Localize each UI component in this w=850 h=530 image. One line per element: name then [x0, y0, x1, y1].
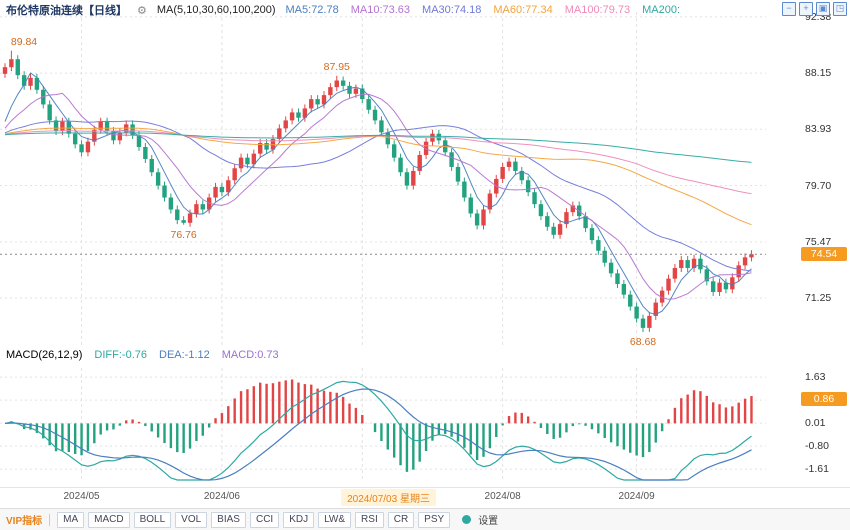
- price-annotation: 87.95: [323, 60, 350, 73]
- macd-diff-value: DIFF:-0.76: [94, 349, 147, 361]
- chart-title: 布伦特原油连续【日线】: [6, 5, 127, 17]
- ma-legend-item: MA5:72.78: [285, 4, 339, 16]
- toolbar-indicator-kdj[interactable]: KDJ: [283, 511, 315, 528]
- toolbar-indicator-macd[interactable]: MACD: [88, 511, 130, 528]
- toolbar-indicator-bias[interactable]: BIAS: [211, 511, 246, 528]
- macd-axis-label: -1.61: [805, 463, 829, 476]
- ma-legend-item: MA10:73.63: [350, 4, 411, 16]
- ma200-line: [4, 132, 752, 163]
- toolbar-indicator-cr[interactable]: CR: [387, 511, 415, 528]
- ma100-line: [4, 130, 752, 195]
- toolbar-divider: [49, 513, 51, 526]
- window-controls: − + ▣ ◳: [782, 2, 847, 16]
- macd-axis-label: -0.80: [805, 440, 829, 453]
- ma-legend-item: MA60:77.34: [493, 4, 553, 16]
- x-axis-label: 2024/09: [618, 491, 655, 502]
- toolbar-indicator-vol[interactable]: VOL: [175, 511, 208, 528]
- diff-line: [4, 380, 752, 481]
- ma-legend-item: MA200:: [642, 4, 681, 16]
- ma-legend-item: MA30:74.18: [422, 4, 482, 16]
- candles-layer: [2, 50, 754, 333]
- indicator-toolbar: VIP指标 MA MACD BOLL VOL BIAS CCI KDJ LW& RSI CR PSY 设…: [0, 508, 850, 530]
- header-bar: 布伦特原油连续【日线】 ⚙ MA(5,10,30,60,100,200) MA5…: [0, 0, 680, 20]
- dea-line: [4, 388, 752, 481]
- toolbar-indicator-rsi[interactable]: RSI: [355, 511, 384, 528]
- grid-layer: [0, 12, 766, 480]
- zoom-out-icon[interactable]: −: [782, 2, 796, 16]
- macd-macd-value: MACD:0.73: [221, 349, 279, 361]
- green-dot-icon: [462, 515, 472, 524]
- toolbar-indicator-psy[interactable]: PSY: [418, 511, 451, 528]
- toolbar-indicator-lw[interactable]: LW&: [318, 511, 352, 528]
- macd-dea-value: DEA:-1.12: [159, 349, 210, 361]
- vip-indicator-button[interactable]: VIP指标: [6, 516, 43, 527]
- macd-header: MACD(26,12,9) DIFF:-0.76 DEA:-1.12 MACD:…: [6, 349, 279, 361]
- gear-icon[interactable]: ⚙: [137, 4, 147, 17]
- y-axis-label: 71.25: [805, 291, 832, 304]
- macd-value-badge: 0.86: [801, 391, 847, 406]
- toolbar-indicator-cci[interactable]: CCI: [249, 511, 280, 528]
- ma5-line: [4, 72, 752, 315]
- ma-legend: MA5:72.78 MA10:73.63 MA30:74.18 MA60:77.34 M…: [286, 4, 681, 16]
- price-annotation: 76.76: [170, 228, 197, 241]
- fullscreen-icon[interactable]: ◳: [833, 2, 847, 16]
- x-axis-label: 2024/05: [63, 491, 100, 502]
- toolbar-indicator-ma[interactable]: MA: [57, 511, 85, 528]
- xaxis-divider: [0, 487, 850, 488]
- price-annotation: 68.68: [629, 336, 657, 349]
- ma-settings-label[interactable]: MA(5,10,30,60,100,200): [156, 4, 276, 16]
- x-axis-label: 2024/08: [484, 491, 521, 502]
- ma-legend-item: MA100:79.73: [564, 4, 631, 16]
- ma-lines-layer: [4, 72, 752, 315]
- current-price-badge: 74.54: [801, 247, 847, 262]
- y-axis-label: 79.70: [805, 179, 832, 192]
- zoom-in-icon[interactable]: +: [799, 2, 813, 16]
- macd-axis-label: 0.01: [805, 417, 826, 430]
- pane-icon[interactable]: ▣: [816, 2, 830, 16]
- ma60-line: [4, 127, 752, 226]
- ma30-line: [4, 120, 752, 272]
- y-axis-label: 83.93: [805, 123, 832, 136]
- macd-axis-label: 1.63: [805, 371, 826, 384]
- y-axis-label: 75.47: [805, 235, 832, 248]
- macd-params-label[interactable]: MACD(26,12,9): [6, 349, 83, 361]
- date-highlight: 2024/07/03 星期三: [341, 489, 436, 506]
- y-axis-label: 88.15: [805, 67, 832, 80]
- toolbar-indicator-boll[interactable]: BOLL: [133, 511, 172, 528]
- ma10-line: [4, 92, 752, 300]
- x-axis-label: 2024/06: [203, 491, 240, 502]
- price-annotation: 89.84: [10, 35, 38, 48]
- settings-button[interactable]: 设置: [478, 516, 499, 527]
- macd-layer: [4, 379, 753, 481]
